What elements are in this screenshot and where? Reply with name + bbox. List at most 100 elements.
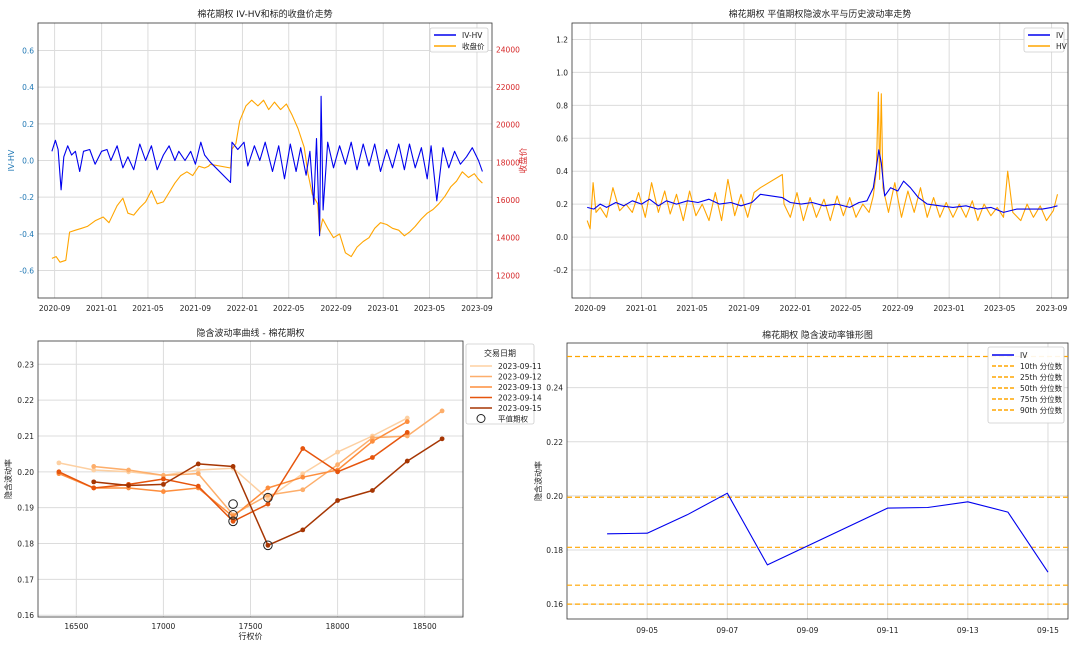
chart-title: 棉花期权 IV-HV和标的收盘价走势: [197, 8, 332, 20]
legend-label: HV: [1056, 42, 1068, 51]
x-tick-label: 09-05: [636, 626, 658, 635]
legend-label: 2023-09-15: [498, 404, 542, 413]
x-tick-label: 2022-01: [227, 304, 259, 313]
panel-iv-smile: 隐含波动率曲线 - 棉花期权 16500 17000 17500 18000 18500 0…: [3, 327, 542, 641]
plot-frame: [566, 342, 1069, 620]
x-tick-label: 2023-05: [414, 304, 446, 313]
y-axis-label: 隐含波动率: [3, 459, 13, 499]
data-point: [91, 485, 97, 491]
data-point: [195, 467, 201, 473]
x-tick-label: 09-13: [957, 626, 979, 635]
x-tick-label: 2023-09: [461, 304, 493, 313]
x-tick-label: 2021-09: [728, 304, 760, 313]
data-point: [161, 473, 166, 478]
series-line-iv: [587, 149, 1058, 213]
y-tick-label: 0.21: [17, 432, 34, 441]
atm-marker: [263, 540, 273, 551]
y-tick-label: -0.6: [19, 267, 34, 276]
y-tick-label: 0.22: [17, 396, 34, 405]
x-tick-label: 2020-09: [574, 304, 606, 313]
data-point: [161, 489, 166, 494]
y2-tick-label: 16000: [496, 196, 520, 205]
x-tick-label: 2021-01: [626, 304, 658, 313]
data-point: [195, 483, 201, 489]
y-tick-label: 0.24: [546, 384, 563, 393]
x-tick-label: 2022-05: [830, 304, 862, 313]
legend-label: 2023-09-14: [498, 394, 542, 403]
data-point: [265, 542, 271, 548]
legend-label: 10th 分位数: [1020, 361, 1063, 371]
x-tick-label: 2022-09: [320, 304, 352, 313]
x-tick-label: 2021-09: [180, 304, 212, 313]
y2-tick-label: 22000: [496, 83, 520, 92]
legend-label: 50th 分位数: [1020, 383, 1063, 393]
y-tick-label: -0.4: [19, 230, 34, 239]
data-point: [439, 436, 445, 442]
x-tick-label: 2022-01: [780, 304, 812, 313]
data-point: [404, 433, 410, 439]
data-point: [91, 467, 97, 473]
y-tick-label: 0.6: [22, 47, 34, 56]
data-point: [370, 435, 375, 441]
x-tick-label: 17000: [151, 622, 175, 631]
x-tick-label: 2022-05: [273, 304, 305, 313]
x-tick-label: 09-11: [877, 626, 899, 635]
series-line-iv-hv: [51, 95, 483, 237]
data-point: [404, 415, 410, 421]
data-point: [56, 469, 62, 475]
atm-marker: [228, 510, 238, 520]
y-tick-label: 0.22: [546, 438, 563, 447]
y-tick-label: 0.0: [22, 157, 34, 166]
y2-tick-label: 20000: [496, 121, 520, 130]
atm-marker: [228, 499, 238, 509]
data-point: [335, 498, 340, 503]
x-tick-label: 2021-05: [132, 304, 164, 313]
y-tick-label: 0.19: [17, 504, 34, 513]
x-tick-label: 09-09: [797, 626, 819, 635]
y-tick-label: 0.4: [556, 167, 568, 176]
x-tick-label: 17500: [239, 622, 263, 631]
legend-label: 平值期权: [498, 414, 528, 424]
data-point: [370, 455, 375, 460]
data-point: [195, 461, 201, 467]
panel-iv-cone: 棉花期权 隐含波动率锥形图 09-05 09-07 09-09 09-11 09-13 09…: [533, 329, 1069, 635]
y-tick-label: 0.2: [22, 120, 34, 129]
chart-title: 隐含波动率曲线 - 棉花期权: [197, 327, 305, 339]
data-point: [230, 518, 236, 524]
plot-frame: [37, 22, 493, 299]
y2-axis-label: 收盘价: [518, 147, 529, 173]
data-point: [370, 438, 375, 444]
x-tick-label: 2021-05: [676, 304, 708, 313]
y-tick-label: 0.6: [556, 134, 568, 143]
y-tick-label: 0.16: [17, 611, 34, 620]
x-tick-label: 18000: [326, 622, 350, 631]
y-tick-label: 0.16: [546, 600, 563, 609]
x-tick-label: 09-15: [1037, 626, 1059, 635]
data-point: [335, 469, 340, 475]
legend-label: 75th 分位数: [1020, 394, 1063, 404]
x-tick-label: 2020-09: [39, 304, 71, 313]
x-tick-label: 16500: [64, 622, 88, 631]
legend-label: 收盘价: [462, 41, 485, 51]
y-axis-label: IV-HV: [7, 149, 16, 171]
y-tick-label: -0.2: [553, 266, 568, 275]
data-point: [161, 476, 166, 482]
data-point: [300, 487, 306, 493]
data-point: [404, 419, 410, 425]
data-point: [265, 501, 271, 507]
series-line-hv: [586, 91, 1059, 230]
series-line-iv: [607, 492, 1049, 573]
x-axis-label: 行权价: [239, 631, 263, 641]
y-tick-label: 0.18: [546, 546, 563, 555]
data-point: [126, 467, 131, 473]
data-point: [126, 483, 131, 488]
legend-atm-marker: [476, 414, 486, 423]
data-point: [300, 527, 306, 533]
legend-box: [465, 343, 535, 425]
x-tick-label: 2022-09: [882, 304, 914, 313]
y-tick-label: 0.20: [546, 492, 563, 501]
legend-label: 2023-09-12: [498, 373, 542, 382]
y2-tick-label: 14000: [496, 234, 520, 243]
panel-iv-hv: 棉花期权 平值期权隐波水平与历史波动率走势 2020-09 2021-01 2021-…: [553, 8, 1069, 313]
